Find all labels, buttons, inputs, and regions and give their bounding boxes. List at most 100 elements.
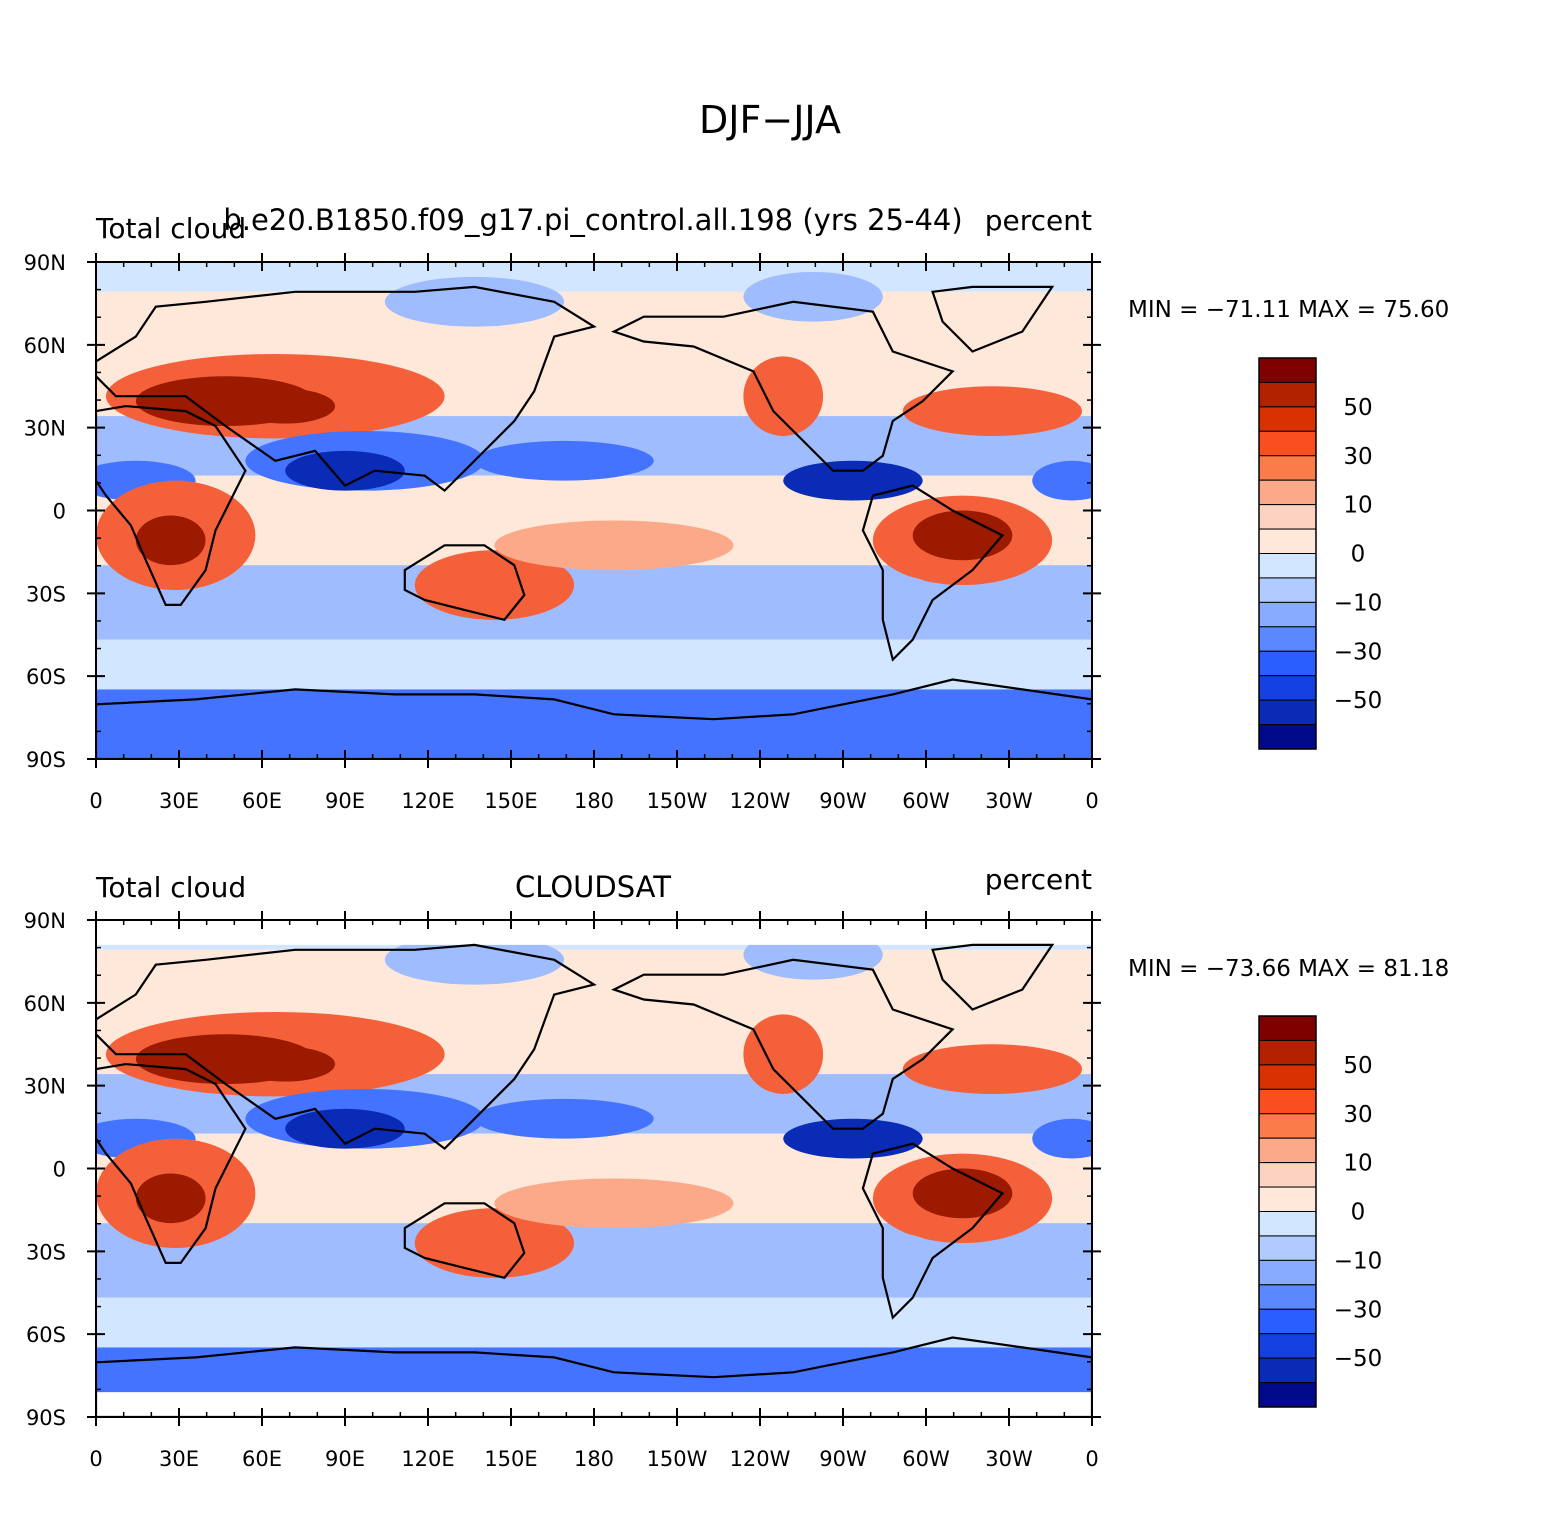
- colorbar-swatch: [1258, 1113, 1317, 1139]
- lat-tick-label: 90S: [26, 748, 66, 772]
- colorbar-swatch: [1258, 1357, 1317, 1384]
- lon-tick-label: 150W: [647, 789, 708, 813]
- contour-region: [135, 515, 206, 566]
- colorbar-swatch: [1258, 381, 1317, 408]
- panel-left-title: Total cloud: [95, 871, 246, 904]
- lon-tick-label: 120E: [401, 789, 454, 813]
- panel-right-title: percent: [985, 204, 1092, 237]
- lon-tick-label: 120W: [730, 1447, 791, 1471]
- min-max-label: MIN = −73.66 MAX = 81.18: [1128, 956, 1449, 982]
- contour-region: [743, 356, 824, 436]
- lat-tick-label: 60S: [26, 665, 66, 689]
- coastline: [403, 1202, 526, 1280]
- colorbar-swatch: [1258, 455, 1317, 481]
- lat-tick-label: 60N: [24, 992, 66, 1016]
- lon-tick-label: 90W: [819, 789, 867, 813]
- colorbar-label: −10: [1334, 1248, 1383, 1274]
- panel-cloudsat: Total cloud CLOUDSAT percent MIN = −73.6…: [24, 863, 1450, 1471]
- colorbar-swatch: [1258, 1259, 1317, 1286]
- lon-tick-label: 180: [574, 1447, 614, 1471]
- lon-tick-label: 90E: [325, 789, 365, 813]
- colorbar: 50 30 10 0 −10 −30 −50: [1258, 1015, 1383, 1408]
- lon-tick-label: 0: [89, 1447, 102, 1471]
- lon-tick-label: 90W: [819, 1447, 867, 1471]
- contour-region: [494, 520, 734, 571]
- lon-tick-label: 0: [1085, 789, 1098, 813]
- lon-tick-label: 120W: [730, 789, 791, 813]
- coastline: [611, 300, 955, 472]
- lon-tick-label: 0: [1085, 1447, 1098, 1471]
- colorbar-swatch: [1258, 650, 1317, 677]
- contour-region: [474, 440, 654, 481]
- lon-tick-label: 180: [574, 789, 614, 813]
- coastline: [931, 285, 1055, 353]
- colorbar-swatch: [1258, 1186, 1317, 1212]
- colorbar-label: 10: [1343, 1151, 1372, 1177]
- colorbar-swatch: [1258, 1039, 1317, 1066]
- colorbar-swatch: [1258, 1137, 1317, 1164]
- map-axes: 90N 60N 30N 0 30S 60S 90S 0 30E 60E 90E 120E 150E 180…: [24, 251, 1101, 813]
- lat-tick-label: 30S: [26, 1240, 66, 1264]
- contour-band: [96, 949, 1092, 1005]
- colorbar-swatch: [1258, 1308, 1317, 1335]
- contour-region: [912, 1168, 1013, 1219]
- contour-region: [1032, 1118, 1092, 1159]
- coastline: [403, 544, 526, 622]
- colorbar-label: 30: [1343, 444, 1372, 470]
- contour-band: [96, 689, 1092, 759]
- lat-tick-label: 30N: [24, 1075, 66, 1099]
- contour-region: [474, 1098, 654, 1139]
- lat-tick-label: 60S: [26, 1323, 66, 1347]
- colorbar-frame: [1258, 357, 1317, 750]
- colorbar-swatch: [1258, 430, 1317, 457]
- lon-tick-label: 150E: [484, 789, 537, 813]
- coastline: [96, 1062, 247, 1265]
- colorbar-swatch: [1258, 553, 1317, 579]
- colorbar-swatch: [1258, 577, 1317, 603]
- colorbar-swatch: [1258, 1333, 1317, 1359]
- contour-region: [414, 1208, 575, 1278]
- map-axes: 90N 60N 30N 0 30S 60S 90S 0 30E 60E 90E 120E 150E 180…: [24, 909, 1101, 1471]
- lon-tick-label: 150W: [647, 1447, 708, 1471]
- contour-region: [902, 1044, 1083, 1094]
- lon-tick-label: 60E: [242, 1447, 282, 1471]
- lat-tick-label: 30N: [24, 417, 66, 441]
- coastline: [96, 943, 597, 1151]
- lat-tick-label: 30S: [26, 582, 66, 606]
- colorbar-swatch: [1258, 1088, 1317, 1115]
- contour-region: [783, 460, 923, 501]
- colorbar-label: 0: [1351, 542, 1366, 568]
- lon-tick-label: 0: [89, 789, 102, 813]
- panel-model: Total cloud b.e20.B1850.f09_g17.pi_contr…: [24, 203, 1450, 813]
- contour-region: [235, 1046, 336, 1082]
- coastline: [96, 285, 597, 493]
- contour-region: [285, 1108, 405, 1149]
- colorbar-swatch: [1258, 406, 1317, 432]
- map-plot: [96, 262, 1092, 759]
- lon-tick-label: 90E: [325, 1447, 365, 1471]
- coastline: [96, 404, 247, 607]
- panel-center-title: CLOUDSAT: [515, 870, 671, 904]
- colorbar-label: −10: [1334, 590, 1383, 616]
- colorbar-label: 50: [1343, 1053, 1372, 1079]
- colorbar-swatch: [1258, 1064, 1317, 1090]
- min-max-label: MIN = −71.11 MAX = 75.60: [1128, 297, 1449, 323]
- lon-tick-label: 30W: [985, 789, 1033, 813]
- contour-region: [494, 1178, 734, 1229]
- contour-band: [96, 1297, 1092, 1348]
- coastline: [931, 943, 1055, 1011]
- coastline: [611, 958, 955, 1130]
- lat-tick-label: 0: [53, 500, 66, 524]
- contour-region: [135, 1173, 206, 1224]
- contour-region: [1032, 460, 1092, 501]
- lon-tick-label: 60E: [242, 789, 282, 813]
- colorbar: 50 30 10 0 −10 −30 −50: [1258, 357, 1383, 750]
- colorbar-swatch: [1258, 479, 1317, 506]
- colorbar-swatch: [1258, 528, 1317, 554]
- colorbar-swatch: [1258, 1284, 1317, 1310]
- lat-tick-label: 90S: [26, 1406, 66, 1430]
- panel-center-title: b.e20.B1850.f09_g17.pi_control.all.198 (…: [223, 203, 962, 237]
- colorbar-swatch: [1258, 1015, 1317, 1041]
- panel-left-title: Total cloud: [95, 212, 246, 245]
